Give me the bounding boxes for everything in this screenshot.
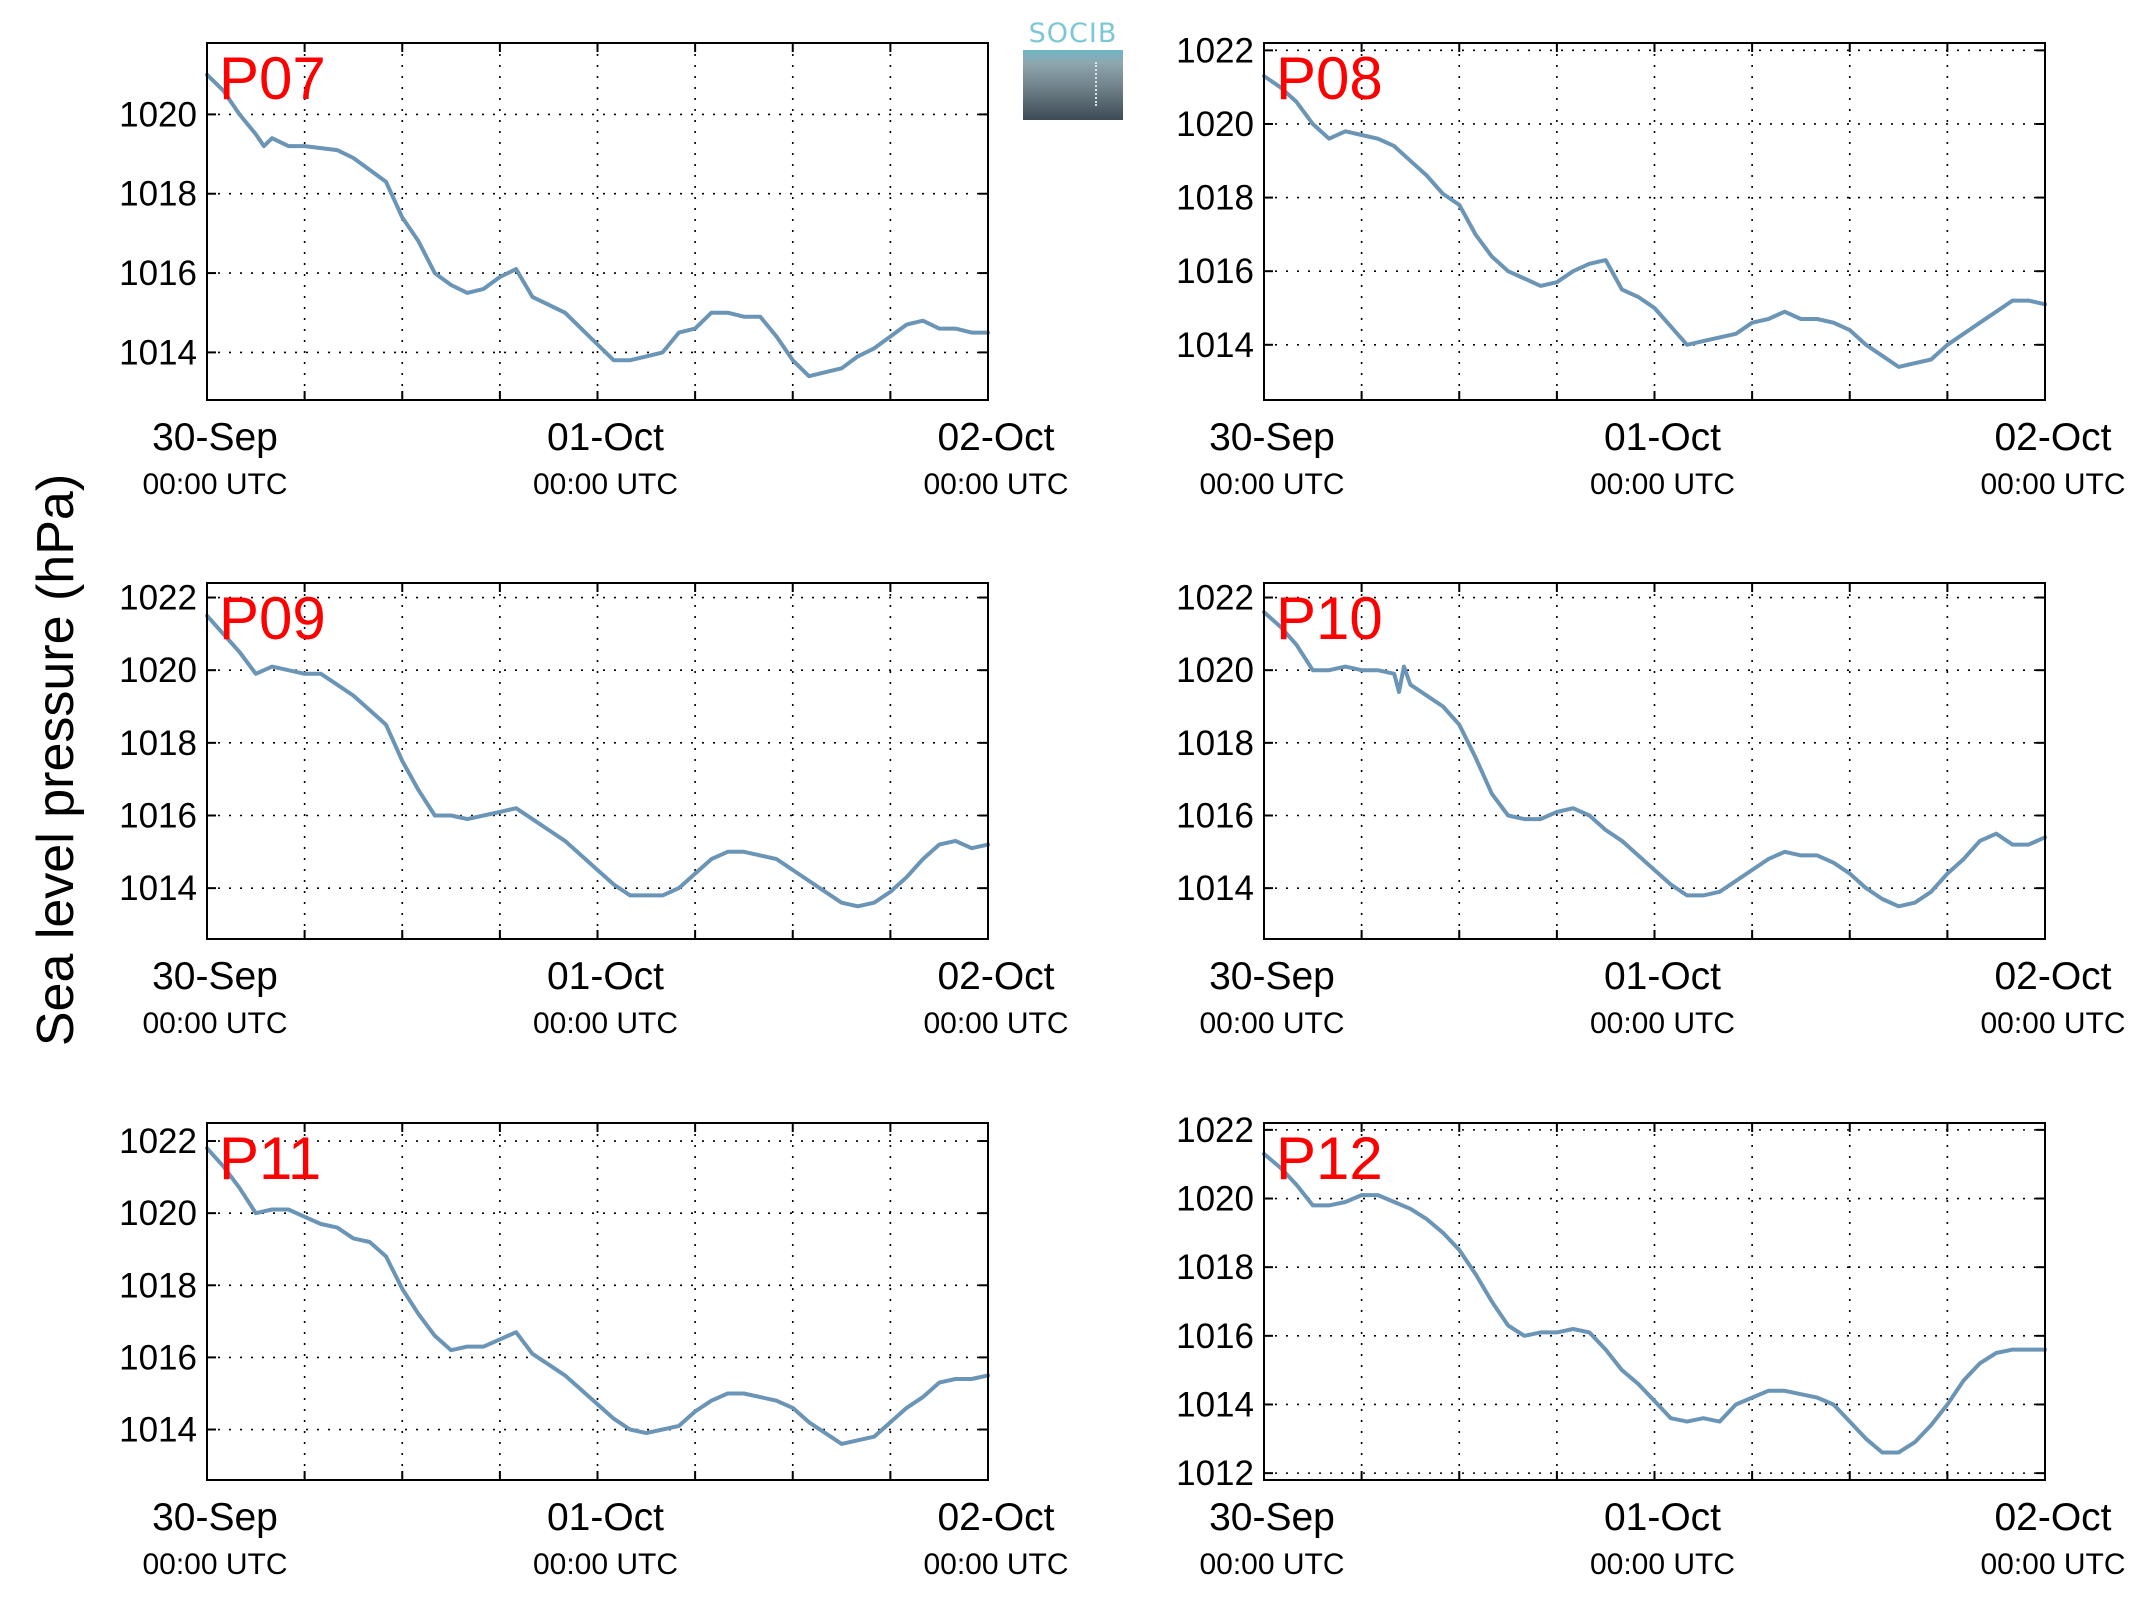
pressure-series-line: [1262, 610, 2047, 909]
y-tick-label: 1016: [1176, 1317, 1254, 1356]
x-tick-label-time: 00:00 UTC: [923, 1007, 1068, 1040]
x-tick-label-time: 00:00 UTC: [142, 1007, 287, 1040]
y-tick-label: 1022: [119, 1122, 197, 1161]
x-tick-label-time: 00:00 UTC: [533, 1007, 678, 1040]
x-tick-label-time: 00:00 UTC: [923, 1548, 1068, 1581]
y-tick-label: 1020: [119, 651, 197, 690]
y-tick-label: 1018: [119, 724, 197, 763]
y-tick-label: 1014: [1176, 326, 1254, 365]
x-tick-label-date: 02-Oct: [937, 955, 1054, 998]
pressure-series-line: [1262, 74, 2047, 369]
y-tick-label: 1022: [1176, 1111, 1254, 1150]
x-tick-label-date: 01-Oct: [1604, 1496, 1721, 1539]
logo-dotted-line: [1095, 62, 1097, 106]
y-tick-label: 1022: [1176, 579, 1254, 618]
y-tick-label: 1018: [1176, 179, 1254, 218]
x-tick-label-date: 30-Sep: [152, 416, 278, 459]
station-label: P09: [219, 585, 326, 652]
pressure-series-line: [205, 613, 990, 909]
x-tick-label-date: 30-Sep: [152, 1496, 278, 1539]
y-tick-label: 1014: [119, 333, 197, 372]
pressure-series-line: [1262, 1151, 2047, 1455]
x-tick-label-time: 00:00 UTC: [142, 1548, 287, 1581]
y-tick-label: 1014: [1176, 1385, 1254, 1424]
x-tick-label-date: 02-Oct: [937, 416, 1054, 459]
x-tick-label-date: 01-Oct: [1604, 955, 1721, 998]
x-tick-label-date: 30-Sep: [1209, 955, 1335, 998]
logo-text: SOCIB: [1028, 18, 1118, 49]
y-tick-label: 1020: [119, 1194, 197, 1233]
y-tick-label: 1016: [119, 1338, 197, 1377]
y-tick-label: 1016: [119, 796, 197, 835]
panel-p07: 1014 1016 1018 1020 30-Sep 00:00 UTC 01-Oct 00:…: [119, 42, 1069, 501]
plot-frame: [206, 1122, 989, 1481]
x-tick-label-time: 00:00 UTC: [1980, 1548, 2125, 1581]
x-tick-label-date: 02-Oct: [1994, 955, 2111, 998]
x-tick-label-date: 02-Oct: [937, 1496, 1054, 1539]
pressure-series-line: [205, 1146, 990, 1446]
panel-p11: 1014 1016 1018 1020 1022 30-Sep 00:00 UTC 01-Oc…: [119, 1122, 1069, 1581]
x-tick-label-time: 00:00 UTC: [142, 468, 287, 501]
pressure-series-line: [205, 72, 990, 379]
x-tick-label-time: 00:00 UTC: [1199, 1007, 1344, 1040]
y-tick-label: 1014: [119, 1411, 197, 1450]
y-tick-label: 1016: [1176, 796, 1254, 835]
x-tick-label-time: 00:00 UTC: [533, 468, 678, 501]
panel-p08: 1014 1016 1018 1020 1022 30-Sep 00:00 UTC 01-Oc…: [1176, 31, 2125, 501]
x-tick-label-date: 01-Oct: [547, 955, 664, 998]
station-label: P12: [1276, 1125, 1383, 1192]
y-tick-label: 1018: [119, 175, 197, 214]
station-label: P08: [1276, 45, 1383, 112]
x-tick-label-time: 00:00 UTC: [1590, 1007, 1735, 1040]
x-tick-label-date: 01-Oct: [547, 416, 664, 459]
station-label: P10: [1276, 585, 1383, 652]
x-tick-label-date: 02-Oct: [1994, 416, 2111, 459]
y-tick-label: 1016: [1176, 252, 1254, 291]
panel-p10: 1014 1016 1018 1020 1022 30-Sep 00:00 UTC 01-Oc…: [1176, 579, 2125, 1040]
station-label: P11: [219, 1125, 321, 1192]
x-tick-label-date: 01-Oct: [1604, 416, 1721, 459]
station-label: P07: [219, 45, 326, 112]
y-tick-label: 1020: [1176, 651, 1254, 690]
logo-wave-graphic: [1023, 50, 1123, 120]
x-tick-label-date: 30-Sep: [1209, 416, 1335, 459]
y-tick-label: 1020: [119, 95, 197, 134]
y-tick-label: 1018: [1176, 1248, 1254, 1287]
y-tick-label: 1012: [1176, 1454, 1254, 1493]
x-tick-label-time: 00:00 UTC: [1980, 1007, 2125, 1040]
y-tick-label: 1018: [1176, 724, 1254, 763]
x-tick-label-time: 00:00 UTC: [1199, 468, 1344, 501]
panel-p12: 1012 1014 1016 1018 1020 1022 30-Sep 00:00 UTC 0…: [1176, 1111, 2125, 1581]
y-tick-label: 1020: [1176, 1180, 1254, 1219]
y-tick-label: 1014: [119, 869, 197, 908]
y-tick-label: 1016: [119, 254, 197, 293]
x-tick-label-time: 00:00 UTC: [1199, 1548, 1344, 1581]
y-tick-label: 1022: [119, 579, 197, 618]
socib-logo: SOCIB: [1023, 18, 1123, 122]
x-tick-label-date: 30-Sep: [1209, 1496, 1335, 1539]
y-tick-label: 1018: [119, 1266, 197, 1305]
y-axis-label: Sea level pressure (hPa): [27, 473, 85, 1047]
x-tick-label-time: 00:00 UTC: [1590, 468, 1735, 501]
x-tick-label-date: 30-Sep: [152, 955, 278, 998]
x-tick-label-time: 00:00 UTC: [1980, 468, 2125, 501]
x-tick-label-date: 01-Oct: [547, 1496, 664, 1539]
x-tick-label-time: 00:00 UTC: [923, 468, 1068, 501]
x-tick-label-date: 02-Oct: [1994, 1496, 2111, 1539]
panel-p09: 1014 1016 1018 1020 1022 30-Sep 00:00 UTC 01-Oc…: [119, 579, 1068, 1040]
y-tick-label: 1014: [1176, 869, 1254, 908]
y-tick-label: 1022: [1176, 31, 1254, 70]
x-tick-label-time: 00:00 UTC: [1590, 1548, 1735, 1581]
y-tick-label: 1020: [1176, 105, 1254, 144]
x-tick-label-time: 00:00 UTC: [533, 1548, 678, 1581]
